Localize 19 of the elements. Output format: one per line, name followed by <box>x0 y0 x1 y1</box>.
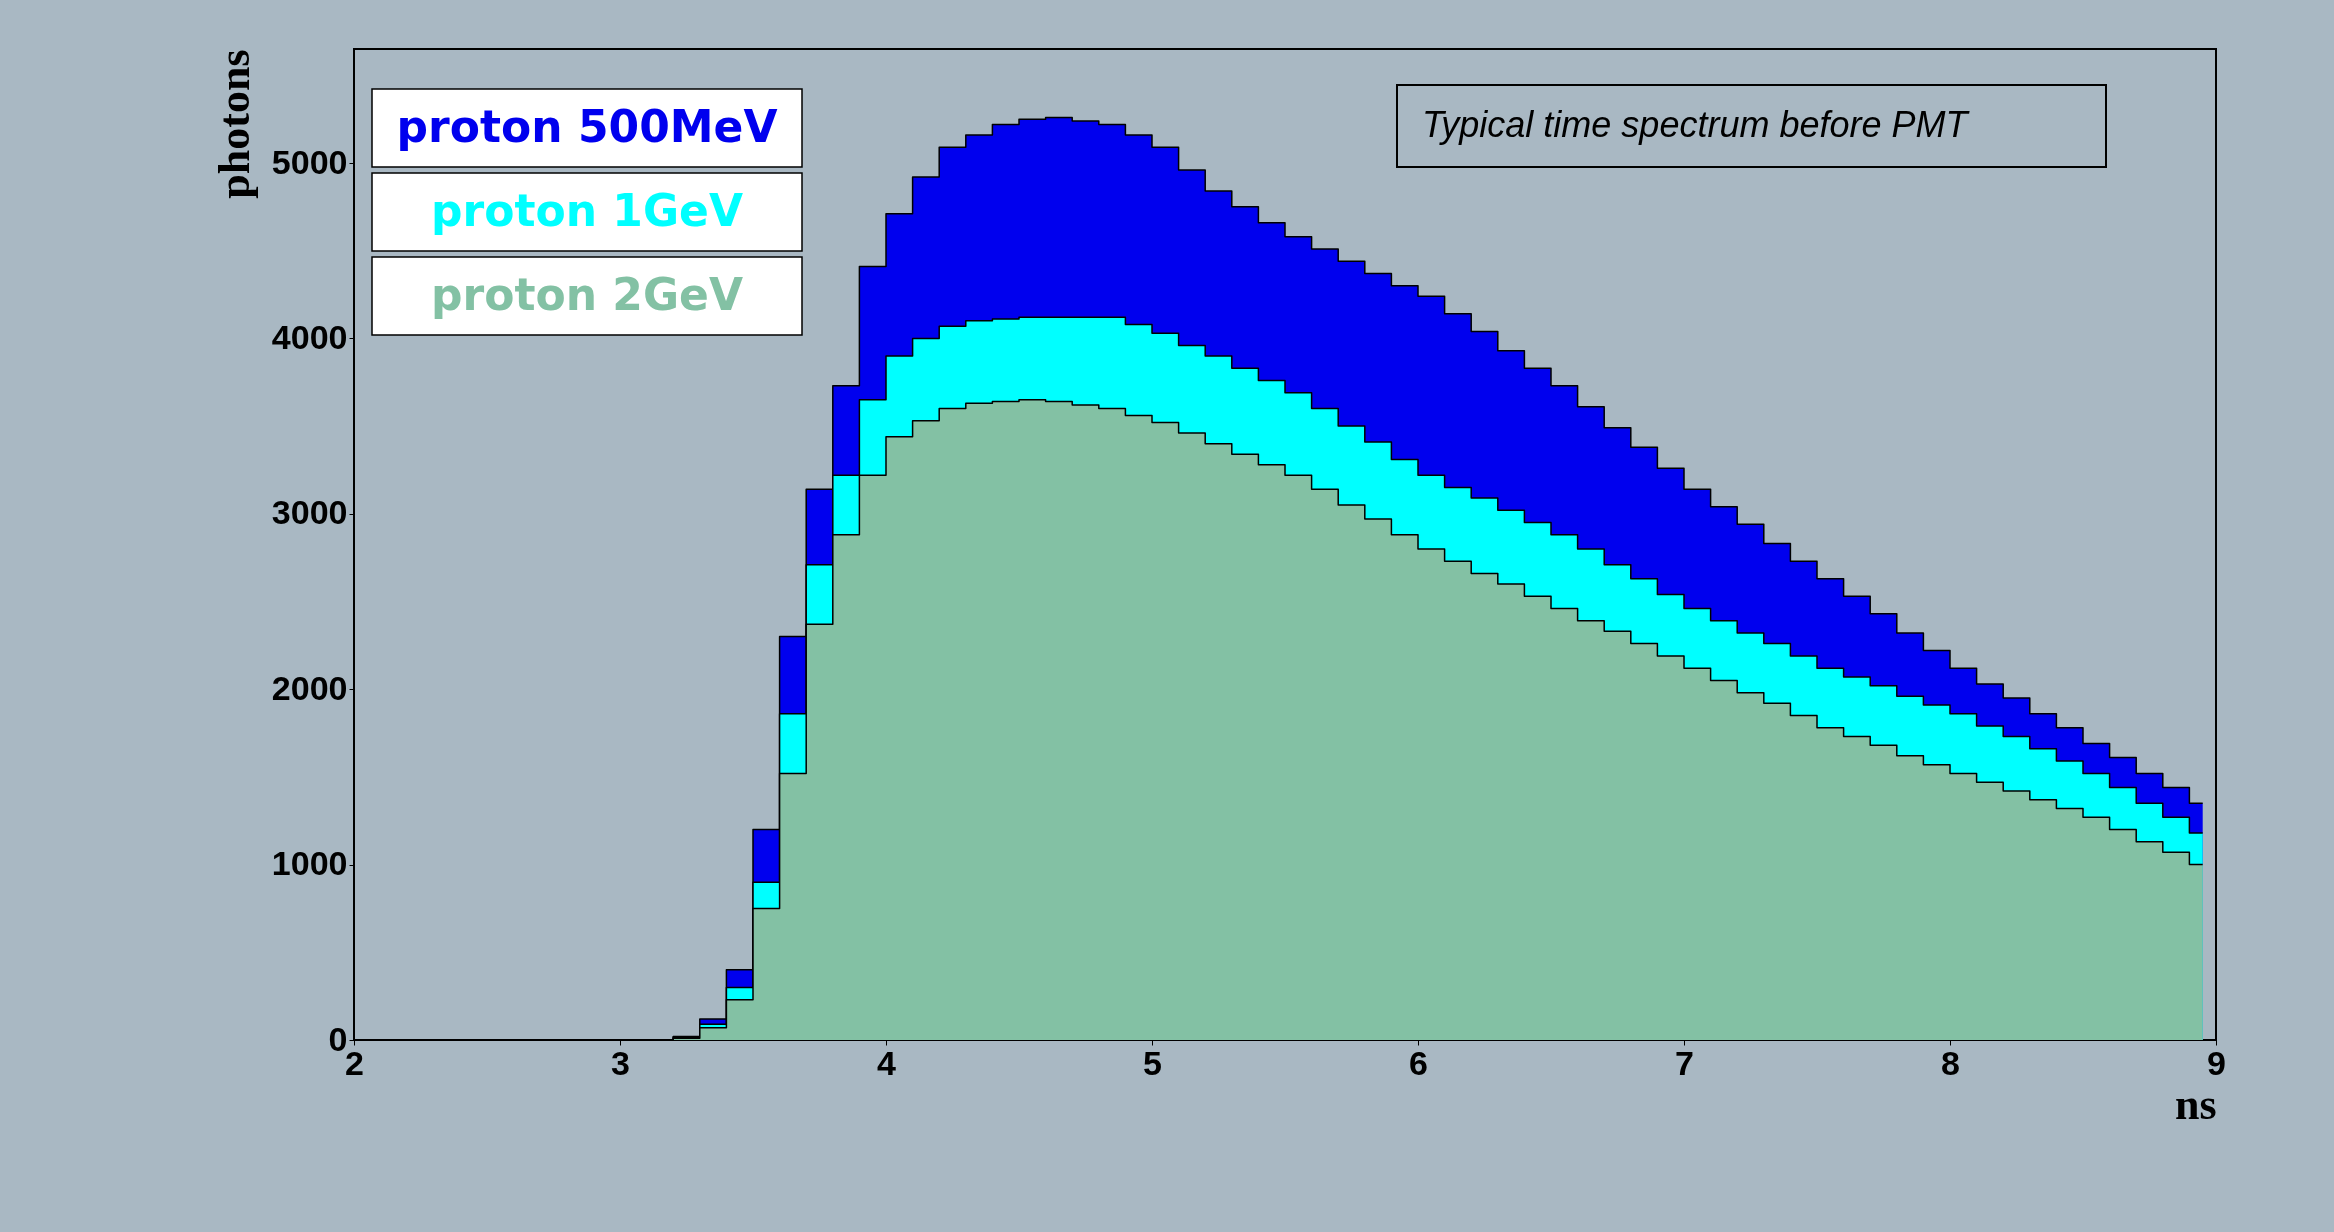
x-axis-title: ns <box>2174 1079 2217 1129</box>
x-tick-label: 3 <box>611 1043 630 1082</box>
x-tick-label: 5 <box>1143 1043 1162 1082</box>
annotation: Typical time spectrum before PMT <box>1422 104 1971 145</box>
text: proton 500MeV <box>396 101 778 152</box>
x-tick-label: 6 <box>1409 1043 1428 1082</box>
y-tick-label: 5000 <box>271 142 348 181</box>
x-tick-label: 2 <box>345 1043 364 1082</box>
x-tick-label: 8 <box>1941 1043 1960 1082</box>
y-tick-label: 1000 <box>271 844 348 883</box>
y-tick-label: 4000 <box>271 317 348 356</box>
y-axis-title: photons <box>209 49 259 199</box>
y-tick-label: 3000 <box>271 493 348 532</box>
x-tick-label: 7 <box>1675 1043 1694 1082</box>
x-tick-label: 9 <box>2207 1043 2226 1082</box>
text: proton 2GeV <box>431 269 743 320</box>
y-tick-label: 2000 <box>271 668 348 707</box>
text: proton 1GeV <box>431 185 743 236</box>
x-tick-label: 4 <box>877 1043 897 1082</box>
